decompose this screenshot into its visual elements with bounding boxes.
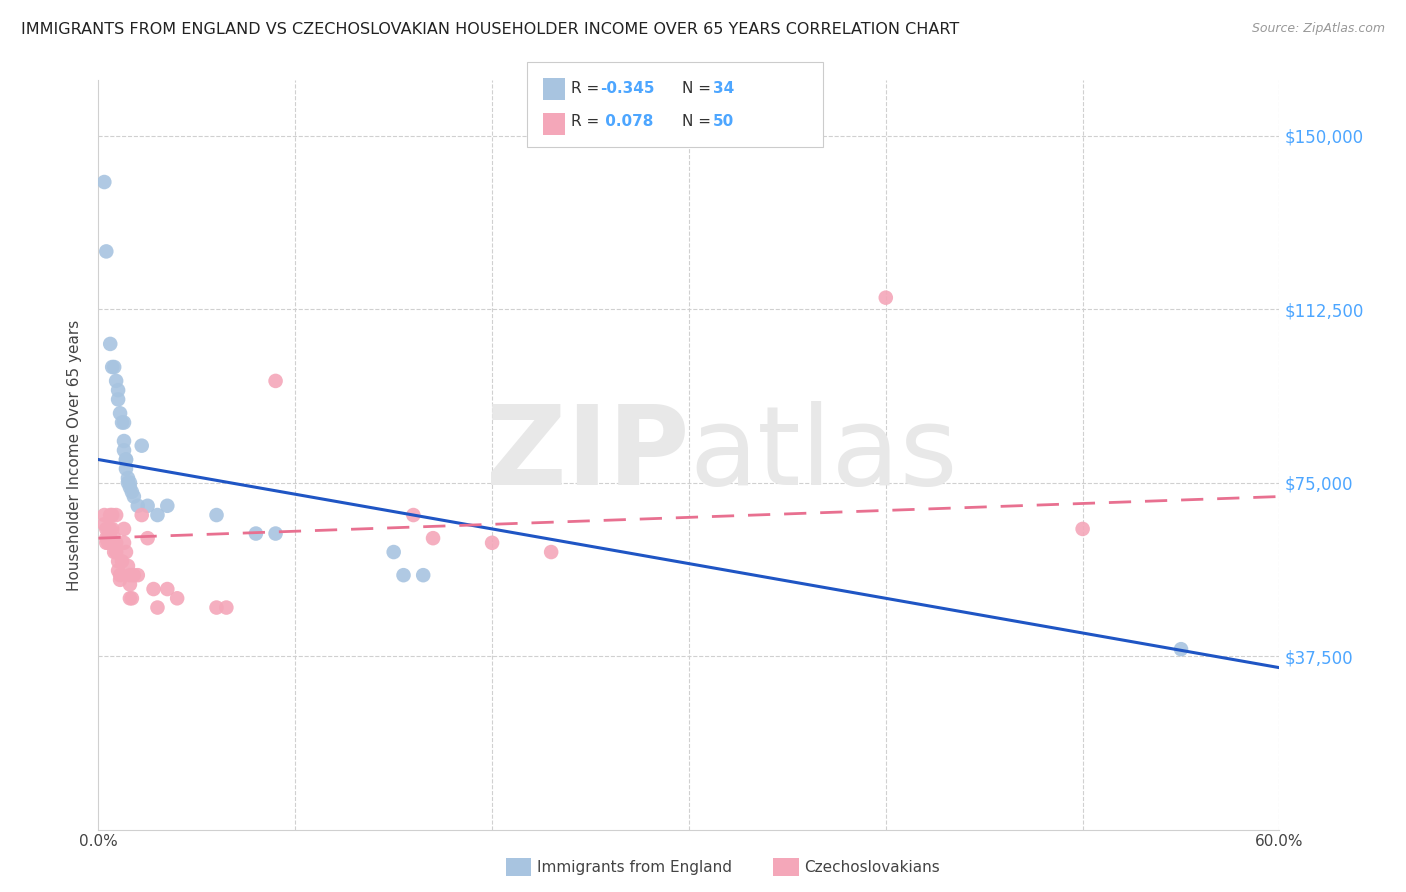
Point (121, 484, 143, 499)
Point (93, 517, 115, 532)
Point (105, 536, 128, 550)
Point (93, 508, 115, 522)
Text: Czechoslovakians: Czechoslovakians (804, 860, 941, 874)
Text: Source: ZipAtlas.com: Source: ZipAtlas.com (1251, 22, 1385, 36)
Point (105, 508, 128, 522)
Point (105, 545, 128, 559)
Point (101, 508, 124, 522)
Point (382, 545, 405, 559)
Point (122, 568, 145, 582)
Point (101, 522, 124, 536)
Point (98, 536, 121, 550)
Point (101, 359, 124, 374)
Point (111, 554, 134, 568)
Point (107, 564, 129, 578)
Text: R =: R = (571, 80, 605, 95)
Point (112, 522, 135, 536)
Point (118, 480, 141, 494)
Point (127, 499, 149, 513)
Point (875, 291, 897, 305)
Point (107, 554, 129, 568)
Text: IMMIGRANTS FROM ENGLAND VS CZECHOSLOVAKIAN HOUSEHOLDER INCOME OVER 65 YEARS CORR: IMMIGRANTS FROM ENGLAND VS CZECHOSLOVAKI… (21, 22, 959, 37)
Point (115, 452, 138, 467)
Point (136, 531, 159, 545)
Point (264, 526, 287, 541)
Point (105, 374, 128, 388)
Point (205, 508, 228, 522)
Point (118, 475, 141, 490)
Point (1170, 642, 1192, 657)
Point (98, 522, 121, 536)
Point (107, 392, 129, 407)
Point (112, 416, 135, 430)
Point (117, 471, 139, 485)
Point (97, 531, 120, 545)
Point (392, 568, 415, 582)
Point (112, 536, 135, 550)
Point (118, 577, 141, 591)
Point (131, 439, 153, 453)
Point (115, 452, 138, 467)
Point (156, 582, 179, 596)
Point (1071, 522, 1094, 536)
Text: Immigrants from England: Immigrants from England (537, 860, 733, 874)
Point (412, 568, 434, 582)
Text: atlas: atlas (689, 401, 957, 508)
Point (96, 536, 118, 550)
Point (122, 490, 145, 504)
Point (103, 531, 125, 545)
Point (108, 568, 131, 582)
Point (264, 374, 287, 388)
Point (98, 531, 121, 545)
Text: ZIP: ZIP (485, 401, 689, 508)
Text: N =: N = (682, 114, 716, 129)
Point (108, 573, 131, 587)
Point (112, 443, 135, 458)
Point (121, 591, 143, 606)
Point (156, 499, 179, 513)
Text: -0.345: -0.345 (600, 80, 655, 95)
Point (131, 508, 153, 522)
Point (96, 244, 118, 259)
Point (98, 508, 121, 522)
Point (146, 508, 169, 522)
Point (245, 526, 267, 541)
Point (93, 175, 115, 189)
Point (117, 558, 139, 573)
Point (422, 531, 444, 545)
Point (97, 522, 120, 536)
Point (142, 582, 165, 596)
Point (115, 462, 138, 476)
Point (103, 545, 125, 559)
Point (96, 522, 118, 536)
Point (107, 383, 129, 397)
Point (115, 545, 138, 559)
Point (215, 600, 238, 615)
Y-axis label: Householder Income Over 65 years: Householder Income Over 65 years (67, 319, 83, 591)
Point (101, 536, 124, 550)
Point (117, 475, 139, 490)
Point (103, 359, 125, 374)
Point (118, 591, 141, 606)
Point (127, 568, 149, 582)
Point (540, 545, 562, 559)
Point (111, 416, 134, 430)
Point (402, 508, 425, 522)
Text: R =: R = (571, 114, 605, 129)
Text: N =: N = (682, 80, 716, 95)
Point (96, 531, 118, 545)
Point (481, 536, 503, 550)
Point (97, 536, 120, 550)
Point (118, 568, 141, 582)
Point (98, 337, 121, 351)
Text: 0.078: 0.078 (600, 114, 654, 129)
Text: 50: 50 (713, 114, 734, 129)
Point (205, 600, 228, 615)
Point (136, 499, 159, 513)
Text: 34: 34 (713, 80, 734, 95)
Point (108, 406, 131, 420)
Point (166, 591, 188, 606)
Point (112, 434, 135, 448)
Point (146, 600, 169, 615)
